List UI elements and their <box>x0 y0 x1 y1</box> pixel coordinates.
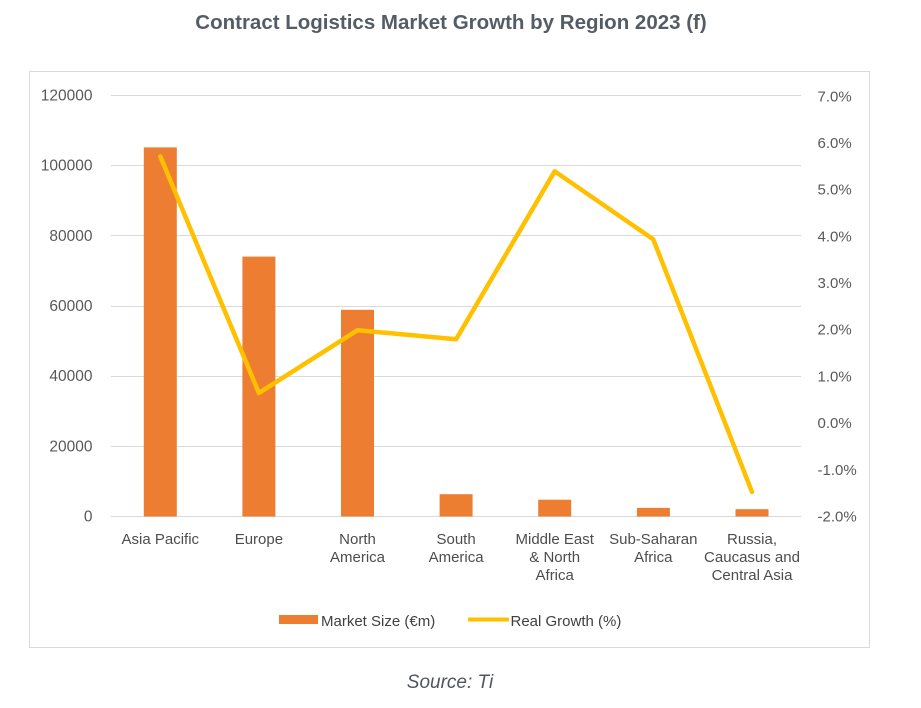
svg-text:Sub-Saharan: Sub-Saharan <box>609 531 697 548</box>
svg-text:1.0%: 1.0% <box>818 368 852 385</box>
svg-text:6.0%: 6.0% <box>818 135 852 152</box>
svg-text:Africa: Africa <box>634 549 673 566</box>
svg-text:South: South <box>436 531 475 548</box>
svg-text:& North: & North <box>529 549 580 566</box>
svg-text:Middle East: Middle East <box>516 531 595 548</box>
svg-text:3.0%: 3.0% <box>818 275 852 292</box>
svg-text:60000: 60000 <box>49 298 92 315</box>
svg-text:Caucasus and: Caucasus and <box>704 549 800 566</box>
svg-text:Central Asia: Central Asia <box>712 567 794 584</box>
svg-text:Russia,: Russia, <box>727 531 777 548</box>
svg-text:0.0%: 0.0% <box>818 415 852 432</box>
svg-text:5.0%: 5.0% <box>818 182 852 199</box>
svg-text:100000: 100000 <box>41 158 93 175</box>
svg-text:Europe: Europe <box>235 531 283 548</box>
svg-text:Asia Pacific: Asia Pacific <box>122 531 200 548</box>
svg-text:20000: 20000 <box>49 438 92 455</box>
svg-text:-1.0%: -1.0% <box>818 462 857 479</box>
svg-text:7.0%: 7.0% <box>818 88 852 105</box>
svg-text:Market Size (€m): Market Size (€m) <box>321 613 435 630</box>
svg-text:America: America <box>330 549 386 566</box>
svg-text:Real Growth (%): Real Growth (%) <box>511 613 622 630</box>
svg-text:2.0%: 2.0% <box>818 322 852 339</box>
svg-text:-2.0%: -2.0% <box>818 509 857 526</box>
svg-text:40000: 40000 <box>49 368 92 385</box>
svg-text:0: 0 <box>84 509 93 526</box>
svg-text:America: America <box>429 549 485 566</box>
svg-text:120000: 120000 <box>41 88 93 105</box>
svg-text:80000: 80000 <box>49 228 92 245</box>
svg-text:Africa: Africa <box>536 567 575 584</box>
svg-text:4.0%: 4.0% <box>818 228 852 245</box>
svg-text:North: North <box>339 531 376 548</box>
